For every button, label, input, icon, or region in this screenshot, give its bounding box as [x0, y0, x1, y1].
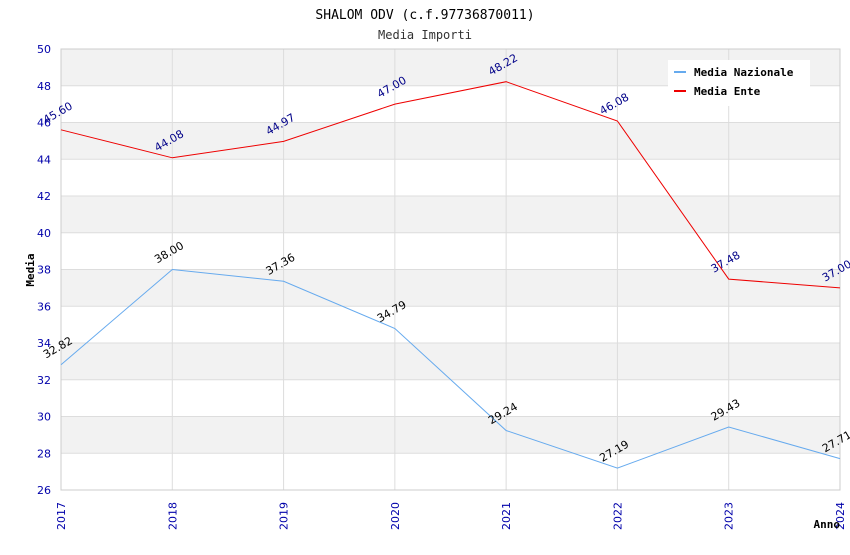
y-tick-label: 44 [37, 153, 51, 166]
y-tick-label: 36 [37, 300, 51, 313]
plot-border [60, 48, 841, 491]
legend-box [668, 60, 810, 106]
x-tick-label: 2023 [723, 502, 736, 530]
x-tick-label: 2019 [278, 502, 291, 530]
y-tick-label: 42 [37, 190, 51, 203]
grid-band [61, 122, 840, 160]
x-tick-label: 2020 [389, 502, 402, 530]
x-tick-label: 2018 [166, 502, 179, 530]
x-tick-label: 2021 [500, 502, 513, 530]
y-axis-ticks: 26 28 30 32 34 36 38 40 42 44 46 48 50 [37, 43, 51, 497]
y-tick-label: 28 [37, 447, 51, 460]
y-tick-label: 26 [37, 484, 51, 497]
chart-title: SHALOM ODV (c.f.97736870011) [315, 8, 534, 23]
y-tick-label: 32 [37, 374, 51, 387]
series-lines [60, 81, 841, 469]
legend-label: Media Nazionale [694, 66, 794, 79]
grid-band [61, 232, 840, 270]
grid-band [61, 453, 840, 490]
grid-band [61, 269, 840, 307]
y-tick-label: 38 [37, 264, 51, 277]
y-tick-label: 34 [37, 337, 51, 350]
x-tick-label: 2024 [834, 502, 847, 530]
x-axis-ticks: 2017 2018 2019 2020 2021 2022 2023 2024 [55, 502, 847, 530]
y-axis-label: Media [24, 253, 37, 286]
y-tick-label: 46 [37, 117, 51, 130]
legend: Media Nazionale Media Ente [668, 60, 810, 106]
series-line [60, 81, 841, 289]
y-tick-label: 40 [37, 227, 51, 240]
grid-band [61, 159, 840, 196]
y-tick-label: 48 [37, 80, 51, 93]
grid-band [61, 343, 840, 380]
series-line [60, 268, 841, 469]
y-tick-label: 50 [37, 43, 51, 56]
x-tick-label: 2022 [611, 502, 624, 530]
grid-band [61, 416, 840, 454]
y-tick-label: 30 [37, 411, 51, 424]
legend-label: Media Ente [694, 85, 761, 98]
grid-bands [61, 49, 840, 490]
grid-band [61, 306, 840, 343]
chart-subtitle: Media Importi [378, 28, 472, 42]
x-axis-label: Anno [814, 518, 841, 531]
x-tick-label: 2017 [55, 502, 68, 530]
grid-band [61, 196, 840, 233]
grid-band [61, 379, 840, 417]
